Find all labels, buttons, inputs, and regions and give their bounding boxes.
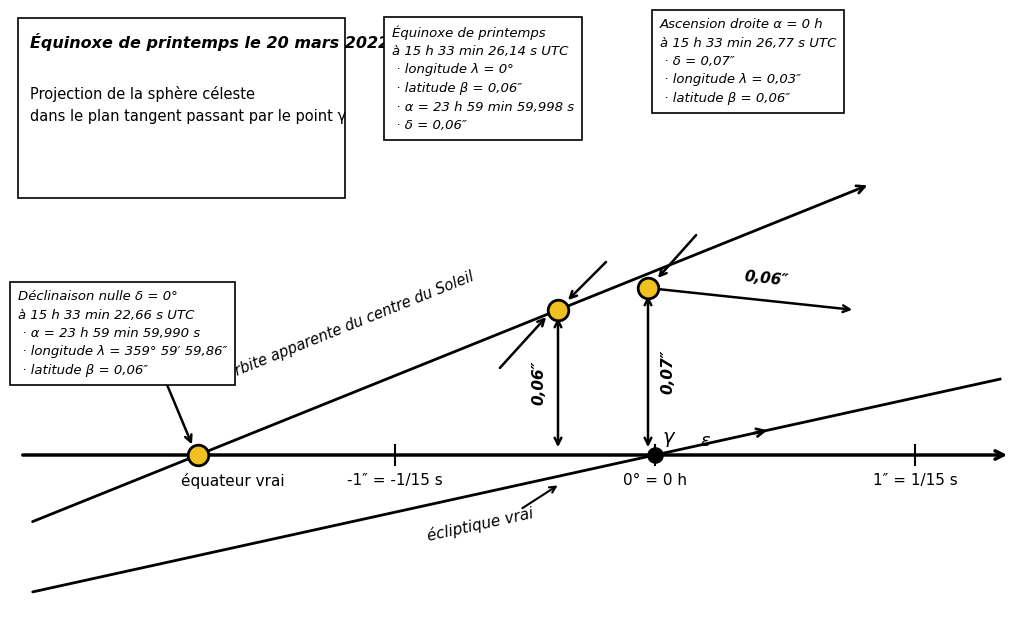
Point: [640, 283, 656, 293]
Text: γ: γ: [663, 428, 675, 447]
Text: Projection de la sphère céleste
dans le plan tangent passant par le point γ: Projection de la sphère céleste dans le …: [30, 86, 346, 124]
Point: [647, 450, 664, 460]
Text: ε: ε: [700, 432, 710, 450]
Point: [550, 305, 566, 315]
Text: équateur vrai: équateur vrai: [181, 473, 285, 489]
Point: [189, 450, 206, 460]
Text: écliptique vrai: écliptique vrai: [425, 505, 535, 544]
Text: 0,06″: 0,06″: [531, 360, 546, 405]
Text: Équinoxe de printemps le 20 mars 2022: Équinoxe de printemps le 20 mars 2022: [30, 33, 389, 51]
Bar: [18, 18, 345, 198]
Text: 0° = 0 h: 0° = 0 h: [623, 473, 687, 488]
Text: 1″ = 1/15 s: 1″ = 1/15 s: [872, 473, 957, 488]
Text: 0,07″: 0,07″: [660, 349, 675, 394]
Text: 0,06″: 0,06″: [743, 269, 790, 289]
Text: orbite apparente du centre du Soleil: orbite apparente du centre du Soleil: [224, 268, 476, 382]
Text: -1″ = -1/15 s: -1″ = -1/15 s: [347, 473, 442, 488]
Text: Ascension droite α = 0 h
à 15 h 33 min 26,77 s UTC
 · δ = 0,07″
 · longitude λ =: Ascension droite α = 0 h à 15 h 33 min 2…: [660, 18, 837, 105]
Text: Déclinaison nulle δ = 0°
à 15 h 33 min 22,66 s UTC
 · α = 23 h 59 min 59,990 s
 : Déclinaison nulle δ = 0° à 15 h 33 min 2…: [18, 290, 227, 377]
Text: Équinoxe de printemps
à 15 h 33 min 26,14 s UTC
 · longitude λ = 0°
 · latitude : Équinoxe de printemps à 15 h 33 min 26,1…: [392, 25, 574, 132]
